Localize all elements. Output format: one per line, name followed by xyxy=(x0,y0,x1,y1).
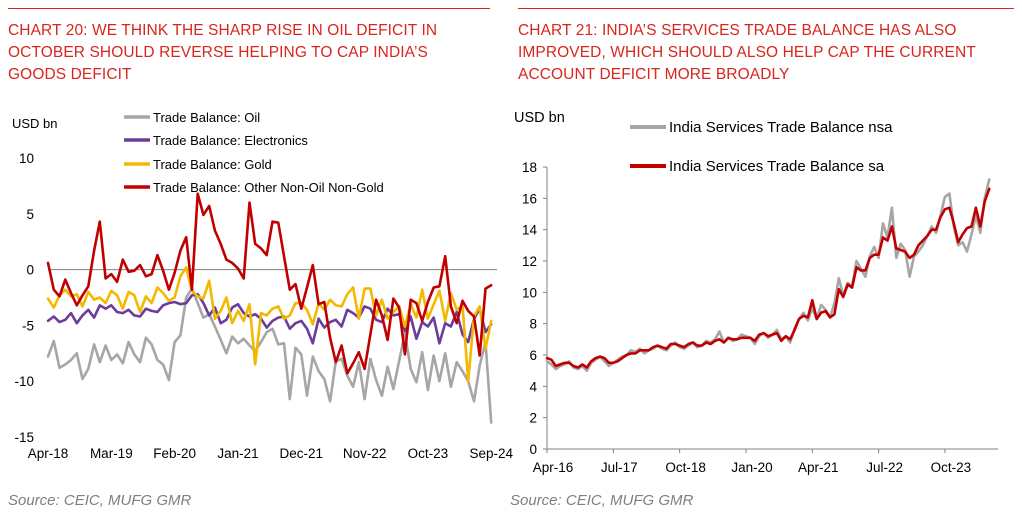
y-tick-label: 6 xyxy=(529,348,537,363)
legend-label: India Services Trade Balance sa xyxy=(669,158,885,175)
legend-label: Trade Balance: Gold xyxy=(153,157,272,172)
x-tick-label: Oct-23 xyxy=(931,460,972,475)
x-tick-label: Mar-19 xyxy=(90,446,133,461)
chart-20-title: CHART 20: WE THINK THE SHARP RISE IN OIL… xyxy=(8,22,438,83)
y-tick-label: 5 xyxy=(26,207,34,222)
x-tick-label: Apr-16 xyxy=(533,460,574,475)
y-tick-label: -5 xyxy=(22,318,34,333)
x-tick-label: Apr-21 xyxy=(798,460,839,475)
x-tick-label: Jan-21 xyxy=(217,446,258,461)
chart-21-title: CHART 21: INDIA’S SERVICES TRADE BALANCE… xyxy=(518,22,976,83)
y-tick-label: 0 xyxy=(26,263,34,278)
y-tick-label: 4 xyxy=(529,379,537,394)
x-tick-label: Jul-22 xyxy=(866,460,903,475)
x-tick-label: Oct-23 xyxy=(408,446,449,461)
x-tick-label: Sep-24 xyxy=(469,446,513,461)
chart-20-unit-label: USD bn xyxy=(12,116,58,131)
x-tick-label: Nov-22 xyxy=(343,446,387,461)
series-line-trade-balance-oil xyxy=(46,287,493,424)
y-tick-label: -10 xyxy=(14,374,34,389)
x-tick-label: Dec-21 xyxy=(280,446,324,461)
y-tick-label: 2 xyxy=(529,411,537,426)
x-tick-label: Jul-17 xyxy=(601,460,638,475)
chart-21-unit-label: USD bn xyxy=(514,110,565,126)
legend-label: Trade Balance: Electronics xyxy=(153,133,308,148)
y-tick-label: 8 xyxy=(529,317,537,332)
y-tick-label: 14 xyxy=(522,223,538,238)
series-line-trade-balance-other-non-oil-non-gold xyxy=(46,192,493,375)
x-tick-label: Oct-18 xyxy=(665,460,706,475)
y-tick-label: 10 xyxy=(19,151,34,166)
chart-21-source: Source: CEIC, MUFG GMR xyxy=(510,492,694,509)
chart-20-panel: CHART 20: WE THINK THE SHARP RISE IN OIL… xyxy=(0,0,513,527)
y-tick-label: 18 xyxy=(522,160,537,175)
x-tick-label: Feb-20 xyxy=(153,446,196,461)
y-tick-label: 10 xyxy=(522,285,537,300)
y-tick-label: 12 xyxy=(522,254,537,269)
chart-20-source: Source: CEIC, MUFG GMR xyxy=(8,492,192,509)
top-rule xyxy=(8,8,490,9)
series-line-trade-balance-gold xyxy=(46,266,493,383)
series-line-trade-balance-electronics xyxy=(46,292,493,345)
series-line-india-services-trade-balance-nsa xyxy=(545,178,991,373)
chart-21-plot: 0 2 4 6 8 10 12 14 16 18 Apr-16 Jul-17 Oct-18 Jan-20 A… xyxy=(522,119,998,475)
x-tick-label: Apr-18 xyxy=(28,446,69,461)
y-tick-label: -15 xyxy=(14,430,34,445)
legend-label: India Services Trade Balance nsa xyxy=(669,119,893,136)
top-rule xyxy=(518,8,1014,9)
y-tick-label: 0 xyxy=(529,442,537,457)
y-tick-label: 16 xyxy=(522,191,537,206)
chart-21-panel: CHART 21: INDIA’S SERVICES TRADE BALANCE… xyxy=(510,0,1022,527)
series-line-india-services-trade-balance-sa xyxy=(545,187,991,369)
legend-label: Trade Balance: Other Non-Oil Non-Gold xyxy=(153,180,384,195)
x-tick-label: Jan-20 xyxy=(731,460,772,475)
legend-label: Trade Balance: Oil xyxy=(153,110,260,125)
